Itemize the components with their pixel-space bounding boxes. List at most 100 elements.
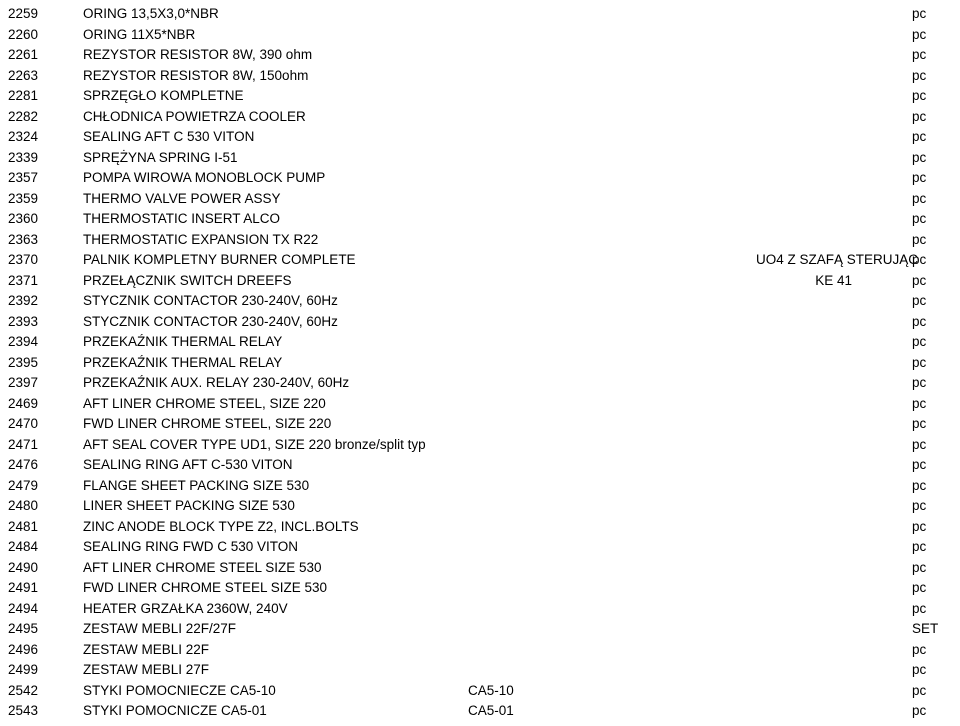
part-description: REZYSTOR RESISTOR 8W, 390 ohm — [83, 45, 633, 66]
part-unit: pc — [912, 45, 952, 66]
part-description: ZESTAW MEBLI 22F — [83, 640, 633, 661]
part-unit: pc — [912, 394, 952, 415]
part-description: ZINC ANODE BLOCK TYPE Z2, INCL.BOLTS — [83, 517, 633, 538]
part-code: 2490 — [8, 558, 83, 579]
part-description: STYCZNIK CONTACTOR 230-240V, 60Hz — [83, 312, 633, 333]
table-row: 2481ZINC ANODE BLOCK TYPE Z2, INCL.BOLTS… — [8, 517, 952, 538]
table-row: 2479FLANGE SHEET PACKING SIZE 530pc — [8, 476, 952, 497]
table-row: 2261REZYSTOR RESISTOR 8W, 390 ohm pc — [8, 45, 952, 66]
part-unit: pc — [912, 435, 952, 456]
table-row: 2490AFT LINER CHROME STEEL SIZE 530 pc — [8, 558, 952, 579]
part-description: STYCZNIK CONTACTOR 230-240V, 60Hz — [83, 291, 633, 312]
part-unit: pc — [912, 476, 952, 497]
table-row: 2394PRZEKAŹNIK THERMAL RELAYpc — [8, 332, 952, 353]
part-description: AFT LINER CHROME STEEL, SIZE 220 — [83, 394, 633, 415]
table-row: 2392STYCZNIK CONTACTOR 230-240V, 60Hzpc — [8, 291, 952, 312]
table-row: 2324SEALING AFT C 530 VITONpc — [8, 127, 952, 148]
part-code: 2499 — [8, 660, 83, 681]
part-description: PRZEKAŹNIK THERMAL RELAY — [83, 353, 633, 374]
table-row: 2260ORING 11X5*NBRpc — [8, 25, 952, 46]
part-unit: pc — [912, 681, 952, 702]
part-description: FWD LINER CHROME STEEL SIZE 530 — [83, 578, 633, 599]
part-description: STYKI POMOCNICZE CA5-01 — [83, 701, 468, 722]
part-code: 2393 — [8, 312, 83, 333]
table-row: 2393STYCZNIK CONTACTOR 230-240V, 60Hzpc — [8, 312, 952, 333]
part-code: 2494 — [8, 599, 83, 620]
part-unit: pc — [912, 578, 952, 599]
part-code: 2495 — [8, 619, 83, 640]
part-unit: pc — [912, 86, 952, 107]
table-row: 2359THERMO VALVE POWER ASSYpc — [8, 189, 952, 210]
table-row: 2281SPRZĘGŁO KOMPLETNEpc — [8, 86, 952, 107]
part-description: AFT SEAL COVER TYPE UD1, SIZE 220 bronze… — [83, 435, 633, 456]
part-unit: pc — [912, 373, 952, 394]
part-extra: CA5-01 — [468, 701, 912, 722]
table-row: 2282CHŁODNICA POWIETRZA COOLERpc — [8, 107, 952, 128]
part-code: 2479 — [8, 476, 83, 497]
part-code: 2397 — [8, 373, 83, 394]
part-extra: KE 41 — [633, 271, 912, 292]
table-row: 2360THERMOSTATIC INSERT ALCOpc — [8, 209, 952, 230]
table-row: 2542STYKI POMOCNIECZE CA5-10CA5-10pc — [8, 681, 952, 702]
part-extra: CA5-10 — [468, 681, 912, 702]
part-description: SEALING RING AFT C-530 VITON — [83, 455, 633, 476]
part-code: 2542 — [8, 681, 83, 702]
table-row: 2470FWD LINER CHROME STEEL, SIZE 220pc — [8, 414, 952, 435]
part-unit: pc — [912, 189, 952, 210]
part-description: PRZEKAŹNIK AUX. RELAY 230-240V, 60Hz — [83, 373, 633, 394]
part-unit: pc — [912, 168, 952, 189]
part-code: 2481 — [8, 517, 83, 538]
table-row: 2469AFT LINER CHROME STEEL, SIZE 220 pc — [8, 394, 952, 415]
part-unit: pc — [912, 455, 952, 476]
part-unit: pc — [912, 250, 952, 271]
part-unit: pc — [912, 271, 952, 292]
table-row: 2357POMPA WIROWA MONOBLOCK PUMP pc — [8, 168, 952, 189]
table-row: 2370PALNIK KOMPLETNY BURNER COMPLETEUO4 … — [8, 250, 952, 271]
table-row: 2371PRZEŁĄCZNIK SWITCH DREEFSKE 41pc — [8, 271, 952, 292]
part-code: 2484 — [8, 537, 83, 558]
part-unit: pc — [912, 599, 952, 620]
part-description: SPRZĘGŁO KOMPLETNE — [83, 86, 633, 107]
part-code: 2469 — [8, 394, 83, 415]
part-description: ZESTAW MEBLI 22F/27F — [83, 619, 633, 640]
part-description: LINER SHEET PACKING SIZE 530 — [83, 496, 633, 517]
part-code: 2491 — [8, 578, 83, 599]
parts-table: 2259ORING 13,5X3,0*NBRpc2260ORING 11X5*N… — [8, 4, 952, 722]
part-unit: pc — [912, 558, 952, 579]
table-row: 2484SEALING RING FWD C 530 VITON pc — [8, 537, 952, 558]
part-code: 2496 — [8, 640, 83, 661]
part-description: STYKI POMOCNIECZE CA5-10 — [83, 681, 468, 702]
part-code: 2370 — [8, 250, 83, 271]
part-code: 2259 — [8, 4, 83, 25]
part-description: POMPA WIROWA MONOBLOCK PUMP — [83, 168, 633, 189]
part-code: 2261 — [8, 45, 83, 66]
part-unit: pc — [912, 640, 952, 661]
table-row: 2496ZESTAW MEBLI 22F pc — [8, 640, 952, 661]
part-unit: pc — [912, 660, 952, 681]
part-unit: pc — [912, 353, 952, 374]
part-description: AFT LINER CHROME STEEL SIZE 530 — [83, 558, 633, 579]
part-unit: pc — [912, 537, 952, 558]
part-unit: pc — [912, 127, 952, 148]
part-description: PRZEŁĄCZNIK SWITCH DREEFS — [83, 271, 633, 292]
part-unit: pc — [912, 209, 952, 230]
table-row: 2395PRZEKAŹNIK THERMAL RELAYpc — [8, 353, 952, 374]
part-description: PALNIK KOMPLETNY BURNER COMPLETE — [83, 250, 633, 271]
table-row: 2476SEALING RING AFT C-530 VITONpc — [8, 455, 952, 476]
part-description: PRZEKAŹNIK THERMAL RELAY — [83, 332, 633, 353]
table-row: 2263REZYSTOR RESISTOR 8W, 150ohmpc — [8, 66, 952, 87]
part-unit: pc — [912, 332, 952, 353]
part-code: 2359 — [8, 189, 83, 210]
table-row: 2480LINER SHEET PACKING SIZE 530pc — [8, 496, 952, 517]
table-row: 2471AFT SEAL COVER TYPE UD1, SIZE 220 br… — [8, 435, 952, 456]
part-unit: pc — [912, 25, 952, 46]
part-description: SEALING RING FWD C 530 VITON — [83, 537, 633, 558]
part-code: 2470 — [8, 414, 83, 435]
part-code: 2392 — [8, 291, 83, 312]
part-unit: pc — [912, 107, 952, 128]
part-code: 2263 — [8, 66, 83, 87]
part-description: ZESTAW MEBLI 27F — [83, 660, 633, 681]
part-unit: pc — [912, 517, 952, 538]
part-code: 2357 — [8, 168, 83, 189]
table-row: 2494HEATER GRZAŁKA 2360W, 240Vpc — [8, 599, 952, 620]
